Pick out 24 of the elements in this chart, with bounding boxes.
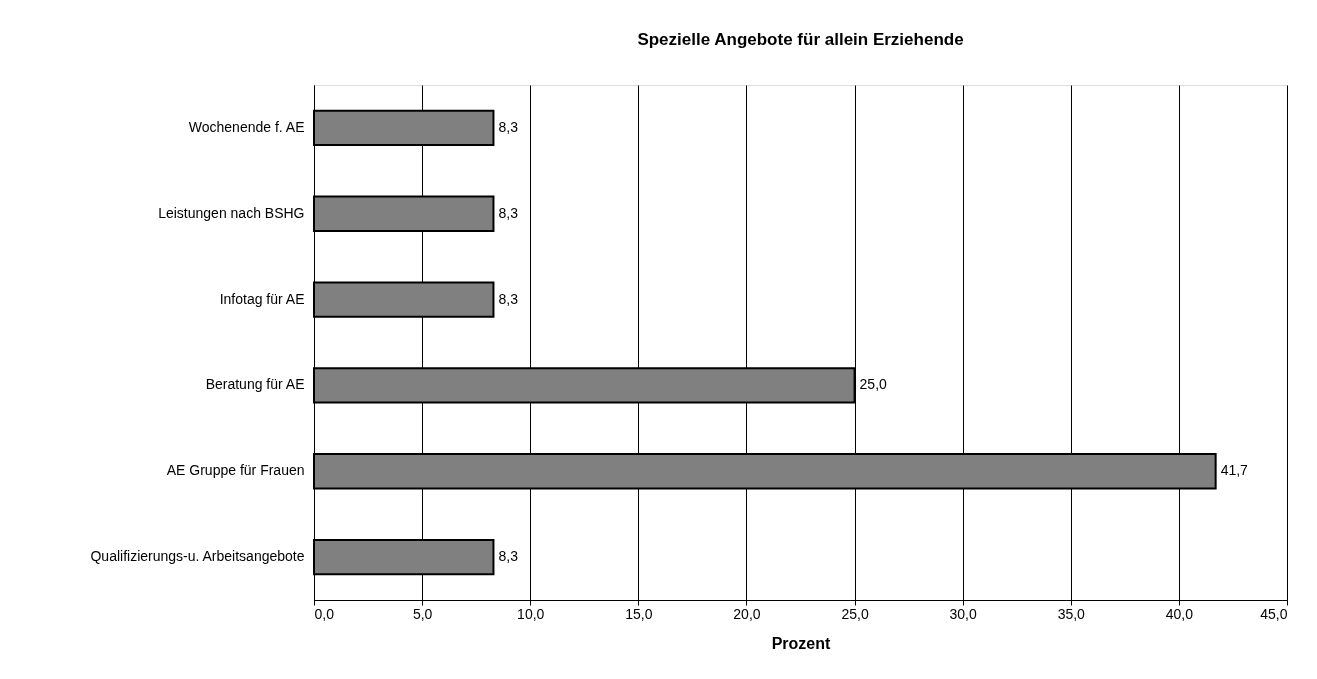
data-label: 8,3 — [498, 548, 519, 565]
x-axis-title: Prozent — [771, 634, 832, 652]
y-tick-label: Qualifizierungs-u. Arbeitsangebote — [90, 548, 305, 565]
x-tick-label: 10,0 — [517, 605, 545, 622]
x-tick-label: 15,0 — [625, 605, 653, 622]
y-tick-label: AE Gruppe für Frauen — [166, 462, 305, 479]
y-tick-label: Infotag für AE — [219, 290, 305, 307]
x-tick-label: 35,0 — [1057, 605, 1086, 622]
data-label: 8,3 — [498, 118, 519, 135]
chart-title: Spezielle Angebote für allein Erziehende — [637, 30, 964, 49]
data-label: 25,0 — [859, 376, 888, 393]
data-label: 8,3 — [498, 290, 519, 307]
data-label: 41,7 — [1220, 462, 1249, 479]
y-tick-label: Leistungen nach BSHG — [158, 204, 305, 221]
x-tick-label: 5,0 — [412, 605, 433, 622]
y-tick-label: Beratung für AE — [205, 376, 305, 393]
data-label: 8,3 — [498, 204, 519, 221]
x-tick-label: 25,0 — [841, 605, 869, 622]
x-tick-label: 20,0 — [733, 605, 761, 622]
x-tick-label: 30,0 — [949, 605, 977, 622]
y-tick-label: Wochenende f. AE — [188, 118, 305, 135]
x-tick-label: 45,0 — [1260, 605, 1288, 622]
x-tick-label: 0,0 — [314, 605, 335, 622]
x-tick-label: 40,0 — [1165, 605, 1194, 622]
